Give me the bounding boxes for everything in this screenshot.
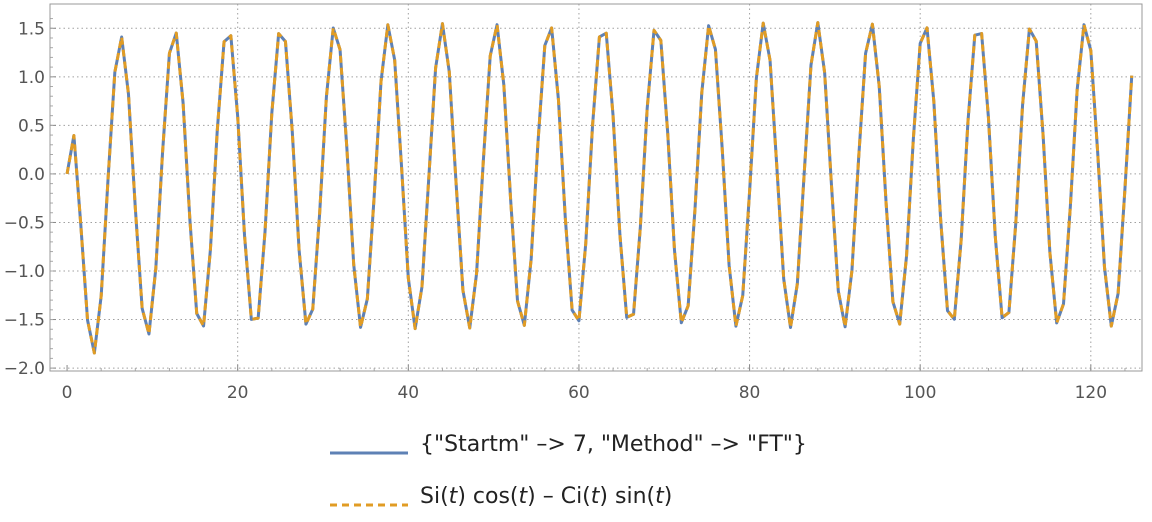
- series-layer: [65, 21, 1134, 355]
- legend-text-part: ): [663, 483, 673, 509]
- y-tick-label: 0.5: [18, 116, 45, 136]
- y-tick-label: −1.0: [4, 262, 45, 282]
- y-tick-label: 1.5: [18, 19, 45, 39]
- line-chart: 0 20 40 60 80 100 120 −2.0 −1.5 −1.0 −0.5 0.0 0.5 1.0…: [4, 3, 1143, 400]
- x-tick-label: 60: [568, 383, 590, 400]
- series-line-exact: [65, 21, 1134, 355]
- y-tick-label: −2.0: [4, 359, 45, 379]
- x-tick-label: 40: [397, 383, 419, 400]
- legend-item-exact: Si(t) cos(t) – Ci(t) sin(t): [330, 470, 807, 522]
- legend-label-exact: Si(t) cos(t) – Ci(t) sin(t): [420, 484, 672, 509]
- x-tick-label: 80: [739, 383, 761, 400]
- legend-text-var: t: [590, 483, 600, 509]
- legend-text-var: t: [448, 483, 458, 509]
- x-tick-label: 100: [904, 383, 936, 400]
- legend-text-var: t: [655, 483, 664, 509]
- legend-label-method-ft: {"Startm" –> 7, "Method" –> "FT"}: [420, 431, 807, 457]
- y-tick-label: −0.5: [4, 213, 45, 233]
- y-tick-label: 0.0: [18, 165, 45, 185]
- x-tick-label: 20: [227, 383, 249, 400]
- legend-item-method-ft: {"Startm" –> 7, "Method" –> "FT"}: [330, 418, 807, 470]
- y-tick-label: 1.0: [18, 68, 45, 88]
- x-tick-label: 0: [62, 383, 73, 400]
- legend-text-part: ) cos(: [457, 483, 519, 509]
- legend-text-var: t: [518, 483, 528, 509]
- legend-text-part: ) – Ci(: [527, 483, 591, 509]
- legend: {"Startm" –> 7, "Method" –> "FT"} Si(t) …: [330, 418, 807, 522]
- legend-text-part: Si(: [420, 483, 449, 509]
- tick-labels: 0 20 40 60 80 100 120 −2.0 −1.5 −1.0 −0.5 0.0 0.5 1.0…: [4, 19, 1107, 400]
- plot-frame: [49, 3, 1143, 372]
- legend-swatch-solid: [330, 441, 408, 455]
- legend-text-part: ) sin(: [599, 483, 656, 509]
- x-tick-label: 120: [1075, 383, 1107, 400]
- legend-swatch-dashed: [330, 493, 408, 507]
- y-tick-label: −1.5: [4, 311, 45, 331]
